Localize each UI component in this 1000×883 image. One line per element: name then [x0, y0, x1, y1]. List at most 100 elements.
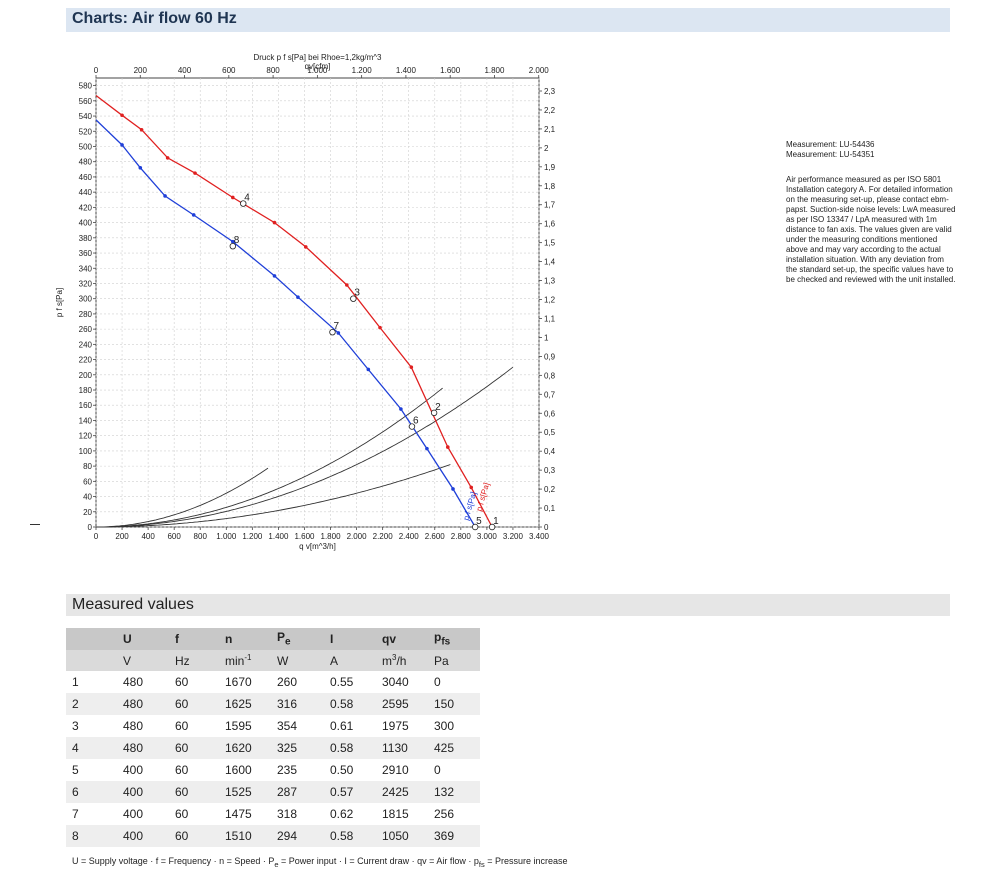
y2-tick-label: 0,8	[544, 371, 556, 380]
y-tick-label: 160	[79, 401, 93, 410]
table-cell: 1815	[376, 803, 428, 825]
fan-curve-series	[95, 119, 476, 528]
operating-point-label: 1	[493, 516, 499, 527]
unit-label: min	[225, 654, 245, 668]
header-label: qv	[382, 632, 397, 646]
curve-marker	[231, 239, 235, 244]
table-cell: 318	[271, 803, 324, 825]
y-tick-label: 60	[83, 477, 92, 486]
table-cell: 1625	[219, 693, 271, 715]
table-cell: 1595	[219, 715, 271, 737]
measurement-description: Air performance measured as per ISO 5801…	[786, 175, 956, 284]
curve-marker	[139, 127, 144, 132]
curve-marker	[451, 487, 455, 491]
header-label: n	[225, 632, 233, 646]
table-cell: 2	[66, 693, 117, 715]
table-row: 5 400 60 1600 235 0.50 2910 0	[66, 759, 480, 781]
y-tick-label: 500	[79, 142, 93, 151]
table-cell: 2910	[376, 759, 428, 781]
unit-tail: /h	[396, 654, 407, 668]
table-cell: 400	[117, 803, 169, 825]
curve-marker	[345, 283, 349, 287]
x-tick-label: 3.400	[529, 532, 550, 541]
y-tick-label: 280	[79, 310, 93, 319]
y-tick-label: 80	[83, 462, 92, 471]
unit-superscript: -1	[244, 653, 252, 662]
x-tick-label: 1.600	[294, 532, 315, 541]
plot-area	[95, 77, 540, 528]
y-tick-label: 120	[79, 432, 93, 441]
legend-sub: e	[274, 859, 279, 869]
measurement-id: Measurement: LU-54351	[786, 150, 875, 159]
y2-tick-label: 0,7	[544, 390, 556, 399]
system-curve	[96, 387, 443, 528]
system-curve	[96, 464, 451, 528]
table-cell: 256	[428, 803, 480, 825]
table-cell: 150	[428, 693, 480, 715]
column-header	[66, 628, 117, 650]
y-tick-label: 360	[79, 249, 93, 258]
x-tick-label: 1.000	[216, 532, 237, 541]
table-cell: 7	[66, 803, 117, 825]
table-cell: 1600	[219, 759, 271, 781]
measurement-id: Measurement: LU-54436	[786, 140, 875, 149]
table-cell: 0.55	[324, 671, 376, 693]
operating-point	[488, 523, 496, 531]
table-cell: 400	[117, 825, 169, 847]
table-cell: 1050	[376, 825, 428, 847]
fan-curve-series	[95, 94, 493, 528]
table-row: 6 400 60 1525 287 0.57 2425 132	[66, 781, 480, 803]
y-tick-label: 260	[79, 325, 93, 334]
operating-point	[471, 523, 479, 531]
unit-cell: m3/h	[376, 650, 428, 671]
table-cell: 294	[271, 825, 324, 847]
table-cell: 3	[66, 715, 117, 737]
margin-dash	[30, 524, 40, 525]
curve-marker	[378, 325, 382, 330]
y2-tick-label: 1,1	[544, 314, 556, 323]
x-axis-label: q v[m^3/h]	[299, 542, 336, 551]
operating-point	[408, 423, 416, 430]
curve-marker	[296, 295, 300, 299]
y-tick-label: 240	[79, 340, 93, 349]
unit-label: Pa	[434, 653, 449, 668]
legend-text: = Power input · I = Current draw · qv = …	[278, 856, 479, 866]
table-cell: 316	[271, 693, 324, 715]
x2-tick-label: 400	[178, 66, 192, 75]
table-cell: 60	[169, 737, 219, 759]
y2-tick-label: 2,2	[544, 106, 556, 115]
table-cell: 2425	[376, 781, 428, 803]
table-cell: 60	[169, 759, 219, 781]
table-cell: 1510	[219, 825, 271, 847]
curve-marker	[399, 407, 403, 411]
y2-tick-label: 2	[544, 144, 549, 153]
table-cell: 8	[66, 825, 117, 847]
table-cell: 0.50	[324, 759, 376, 781]
header-label: f	[175, 632, 179, 646]
operating-point-label: 5	[476, 516, 482, 527]
operating-point	[229, 242, 237, 250]
table-cell: 260	[271, 671, 324, 693]
table-cell: 5	[66, 759, 117, 781]
curve-marker	[303, 245, 308, 249]
table-cell: 354	[271, 715, 324, 737]
header-label: P	[277, 630, 286, 645]
table-cell: 480	[117, 715, 169, 737]
y2-tick-label: 1,3	[544, 277, 556, 286]
curve-marker	[366, 367, 371, 372]
curve-marker	[425, 446, 429, 451]
curve-marker	[165, 156, 170, 160]
chart-section-header: Charts: Air flow 60 Hz	[66, 8, 950, 32]
table-row: 4 480 60 1620 325 0.58 1130 425	[66, 737, 480, 759]
table-cell: 0.58	[324, 825, 376, 847]
operating-point-label: 7	[333, 321, 339, 332]
y-tick-label: 40	[83, 493, 92, 502]
y-tick-label: 140	[79, 416, 93, 425]
curve-marker	[138, 166, 143, 170]
table-cell: 1670	[219, 671, 271, 693]
unit-label: V	[123, 653, 132, 668]
measurement-ids: Measurement: LU-54436 Measurement: LU-54…	[786, 140, 956, 160]
table-cell: 425	[428, 737, 480, 759]
table-cell: 1	[66, 671, 117, 693]
y-tick-label: 460	[79, 173, 93, 182]
